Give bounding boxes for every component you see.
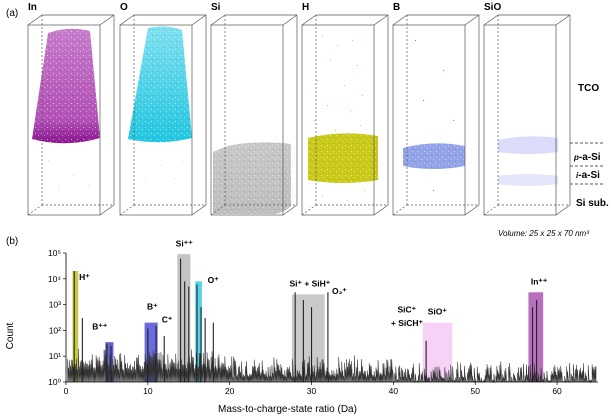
element-label-in: In	[28, 2, 37, 13]
peak-annotations: H⁺ B⁺⁺ B⁺ C⁺ Si⁺⁺ O⁺ Si⁺ + SiH⁺O₂⁺ SiC⁺ + SiCH⁺ S…	[79, 238, 548, 331]
atom-map-sio: SiO	[483, 2, 571, 216]
peak-label-7: O₂⁺	[332, 286, 347, 296]
band-0	[72, 271, 79, 382]
element-label-si: Si	[211, 2, 221, 13]
band-1	[105, 342, 114, 382]
x-tick-label-6: 60	[552, 386, 562, 396]
x-tick-label-1: 10	[143, 386, 153, 396]
x-tick-label-2: 20	[225, 386, 235, 396]
peak-label-8: SiC⁺	[397, 304, 416, 314]
region-label-tco: TCO	[578, 83, 599, 94]
sio-band-upper	[498, 136, 558, 154]
peak-label-6: Si⁺ + SiH⁺	[289, 279, 330, 289]
region-label-p-rest: -a-Si	[579, 152, 601, 163]
o-speckle	[128, 26, 192, 143]
x-tick-label-4: 40	[389, 386, 399, 396]
peak-bands	[72, 254, 544, 382]
region-label-i-prefix: i	[576, 171, 579, 180]
element-label-b: B	[393, 2, 400, 13]
panel-b-label: (b)	[6, 236, 18, 247]
region-label-sub: Si sub.	[576, 198, 609, 209]
peak-label-2: B⁺	[147, 301, 158, 311]
region-labels: TCO p-a-Si i-a-Si Si sub.	[570, 83, 609, 209]
element-label-o: O	[120, 2, 128, 13]
peak-label-1: B⁺⁺	[92, 321, 108, 331]
region-label-p: p-a-Si	[573, 152, 601, 163]
band-4	[195, 281, 202, 382]
in-speckle	[32, 28, 100, 144]
h-sparse-dots	[314, 35, 365, 201]
panel-a-label: (a)	[6, 8, 18, 19]
o-box-frame	[119, 14, 207, 216]
region-label-i: i-a-Si	[576, 170, 600, 181]
region-label-p-prefix: p	[573, 153, 579, 162]
element-label-sio: SiO	[484, 2, 501, 13]
peak-label-5: O⁺	[208, 275, 220, 285]
x-tick-label-0: 0	[64, 386, 69, 396]
y-tick-label-3: 10³	[49, 300, 61, 310]
atom-map-in: In	[27, 2, 115, 216]
atom-map-h: H	[301, 2, 389, 216]
peak-label-3: C⁺	[162, 315, 173, 325]
atom-map-o: O	[119, 2, 207, 216]
y-tick-label-0: 10⁰	[48, 377, 61, 387]
chart-axes: 0 10 20 30 40 50 60 10⁰ 10¹ 10² 10³ 10⁴ 10⁵	[48, 248, 598, 396]
y-tick-label-4: 10⁴	[48, 274, 61, 284]
o-trace-dots	[135, 150, 183, 183]
atom-map-si: Si	[210, 2, 298, 216]
y-tick-label-2: 10²	[49, 325, 61, 335]
y-tick-label-1: 10¹	[49, 351, 61, 361]
peak-label-4: Si⁺⁺	[176, 238, 194, 248]
spectrum-peaks	[73, 258, 538, 382]
atom-map-b: B	[392, 2, 480, 216]
volume-note: Volume: 25 x 25 x 70 nm³	[498, 229, 589, 238]
si-speckle	[213, 142, 291, 214]
b-sparse-dots	[415, 40, 454, 191]
peak-label-11: In⁺⁺	[531, 277, 548, 287]
si-box-frame	[210, 14, 298, 216]
y-axis-label: Count	[5, 322, 16, 349]
band-6	[422, 322, 453, 382]
region-label-i-rest: -a-Si	[578, 170, 600, 181]
in-box-frame	[27, 14, 115, 216]
in-trace-dots	[48, 160, 89, 191]
x-axis-label: Mass-to-charge-state ratio (Da)	[218, 404, 357, 415]
x-tick-label-3: 30	[307, 386, 317, 396]
peak-label-0: H⁺	[79, 272, 90, 282]
h-speckle	[308, 133, 378, 183]
peak-label-9: + SiCH⁺	[391, 318, 424, 328]
atom-map-boxes: In O	[27, 2, 571, 216]
sio-band-lower	[498, 174, 558, 186]
y-tick-label-5: 10⁵	[48, 248, 61, 258]
b-box-frame	[392, 14, 480, 216]
peak-label-10: SiO⁺	[428, 306, 448, 316]
sio-box-frame	[483, 14, 571, 216]
h-box-frame	[301, 14, 389, 216]
x-tick-label-5: 50	[470, 386, 480, 396]
mass-spectrum-chart: 0 10 20 30 40 50 60 10⁰ 10¹ 10² 10³ 10⁴ 10⁵ H⁺ B⁺⁺ B⁺ C…	[48, 238, 598, 396]
element-label-h: H	[302, 2, 309, 13]
b-speckle	[403, 143, 465, 169]
